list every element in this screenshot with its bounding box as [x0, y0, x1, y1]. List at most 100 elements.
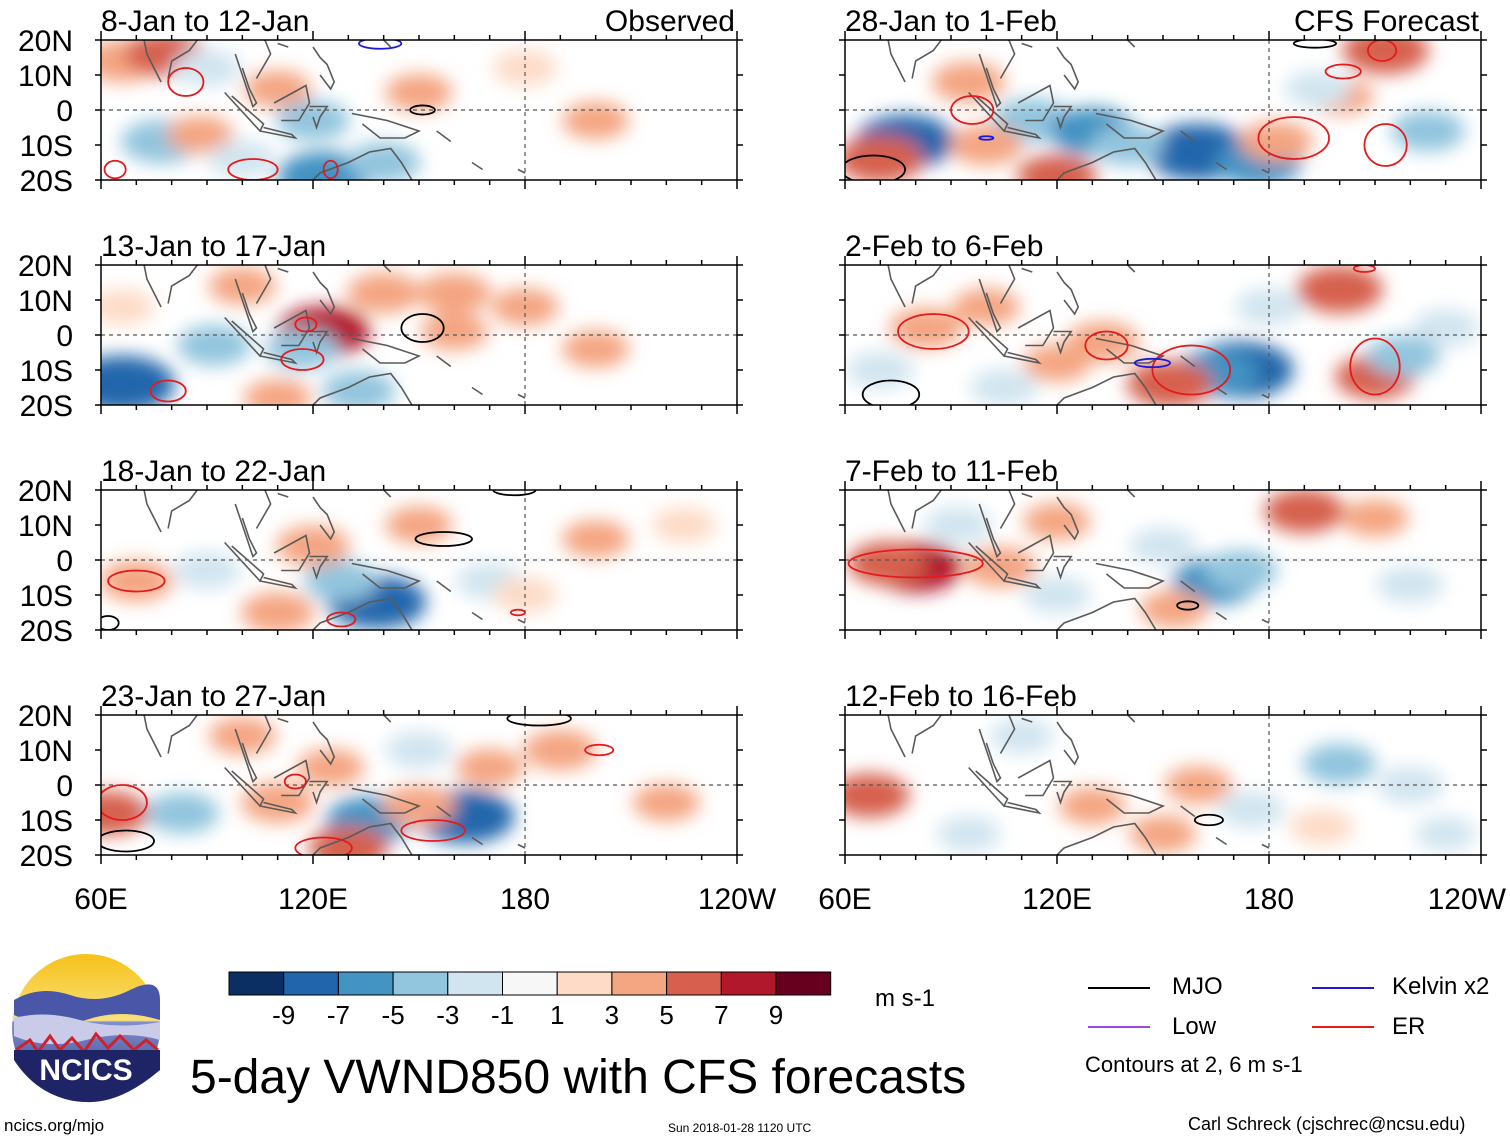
colorbar-swatch — [228, 971, 285, 996]
y-tick-label: 20N — [18, 250, 73, 283]
y-tick-label: 10S — [20, 805, 73, 838]
colorbar-swatch — [775, 971, 832, 996]
anomaly-cell — [949, 124, 1024, 166]
contour-er — [149, 379, 187, 403]
anomaly-cell — [847, 541, 928, 586]
contour-er — [1367, 40, 1398, 62]
anomaly-cell — [1376, 766, 1444, 804]
colorbar-tick: -9 — [272, 1000, 295, 1030]
contour-mjo — [414, 531, 473, 547]
anomaly-cell — [1129, 527, 1197, 565]
anomaly-cell — [1264, 490, 1345, 533]
anomaly-cell — [173, 551, 241, 590]
anomaly-cell — [889, 307, 964, 349]
colorbar-tick: -1 — [491, 1000, 514, 1030]
x-tick-label: 120E — [1022, 883, 1092, 916]
panel-tag: Observed — [605, 5, 735, 38]
contour-er — [294, 836, 353, 855]
panel-date-label: 8-Jan to 12-Jan — [101, 5, 309, 38]
panel-7: 12-Feb to 16-Feb 60E 120E 180 120W — [818, 680, 1506, 916]
contour-mjo — [506, 715, 572, 727]
anomaly-cell — [1090, 124, 1165, 166]
anomaly-cell — [208, 267, 276, 305]
contour-er — [1349, 337, 1401, 396]
x-tick-label: 60E — [818, 883, 871, 916]
anomaly-cell — [1066, 321, 1140, 363]
panel-tag: CFS Forecast — [1294, 5, 1480, 38]
contour-er — [167, 67, 205, 97]
y-tick-label: 10N — [18, 510, 73, 543]
anomaly-cell — [145, 792, 220, 834]
anomaly-cell — [924, 506, 992, 544]
anomaly-cell — [1140, 590, 1208, 628]
colorbar-swatch — [502, 971, 558, 996]
contour-mjo — [101, 615, 120, 630]
legend-mjo-line — [1088, 987, 1150, 989]
anomaly-cell — [101, 289, 155, 325]
colorbar-tick: -3 — [436, 1000, 459, 1030]
contour-er — [107, 569, 166, 593]
x-tick-label: 60E — [74, 883, 127, 916]
coastlines — [143, 265, 526, 405]
colorbar-swatch — [720, 971, 777, 996]
colorbar-tick: 3 — [605, 1000, 619, 1030]
anomaly-cell — [652, 507, 716, 543]
anomaly-cell — [346, 272, 421, 314]
anomaly-cell — [1415, 816, 1477, 852]
legend-er-label: ER — [1392, 1013, 1426, 1040]
source-url[interactable]: ncics.org/mjo — [4, 1116, 105, 1135]
colorbar-swatch — [283, 971, 339, 996]
timestamp: Sun 2018-01-28 1120 UTC — [668, 1121, 812, 1135]
colorbar-tick: 5 — [659, 1000, 673, 1030]
anomaly-cell — [101, 355, 175, 405]
anomaly-cell — [1217, 790, 1285, 829]
contour-mjo — [1176, 600, 1200, 611]
x-tick-label: 180 — [500, 883, 550, 916]
anomaly-cell — [846, 351, 914, 389]
y-tick-label: 20N — [18, 700, 73, 733]
anomaly-cell — [632, 783, 700, 822]
contour-er — [101, 784, 148, 821]
anomaly-cell — [970, 368, 1038, 405]
legend-kelvin-label: Kelvin x2 — [1392, 973, 1490, 1000]
anomaly-cell — [1129, 815, 1197, 853]
anomaly-cell — [1017, 154, 1097, 180]
y-tick-label: 20S — [20, 390, 73, 423]
contour-er — [294, 316, 318, 333]
coastlines — [143, 715, 526, 855]
legend-low-label: Low — [1172, 1013, 1217, 1040]
anomaly-cell — [101, 791, 149, 835]
contour-mjo — [1292, 40, 1338, 49]
x-tick-label: 120E — [278, 883, 348, 916]
panel-5: 7-Feb to 11-Feb — [839, 455, 1487, 639]
y-tick-label: 20N — [18, 475, 73, 508]
anomaly-cell — [523, 729, 598, 771]
anomaly-cell — [562, 330, 630, 368]
anomaly-cell — [1302, 743, 1377, 785]
x-tick-label: 120W — [698, 883, 777, 916]
anomaly-cell — [1284, 70, 1353, 108]
anomaly-cell — [244, 379, 312, 405]
colorbar-tick: 1 — [550, 1000, 564, 1030]
y-tick-label: 0 — [56, 95, 73, 128]
anomaly-cell — [322, 370, 396, 405]
anomaly-cell — [1023, 576, 1091, 614]
panel-date-label: 2-Feb to 6-Feb — [845, 230, 1043, 263]
colorbar-swatch — [447, 971, 503, 996]
anomaly-cell — [297, 748, 365, 787]
contour-er — [847, 548, 984, 579]
anomaly-cell — [308, 826, 389, 855]
contour-mjo — [101, 829, 155, 853]
panel-date-label: 23-Jan to 27-Jan — [101, 680, 326, 713]
contour-er — [584, 743, 615, 757]
colorbar-tick: -5 — [382, 1000, 405, 1030]
contour-mjo — [845, 154, 906, 180]
anomaly-cell — [1342, 40, 1429, 75]
panel-date-label: 18-Jan to 22-Jan — [101, 455, 326, 488]
anomaly-cell — [456, 748, 524, 787]
contour-kelvin — [1133, 357, 1171, 369]
panel-date-label: 12-Feb to 16-Feb — [845, 680, 1077, 713]
colorbar-swatch — [666, 971, 722, 996]
